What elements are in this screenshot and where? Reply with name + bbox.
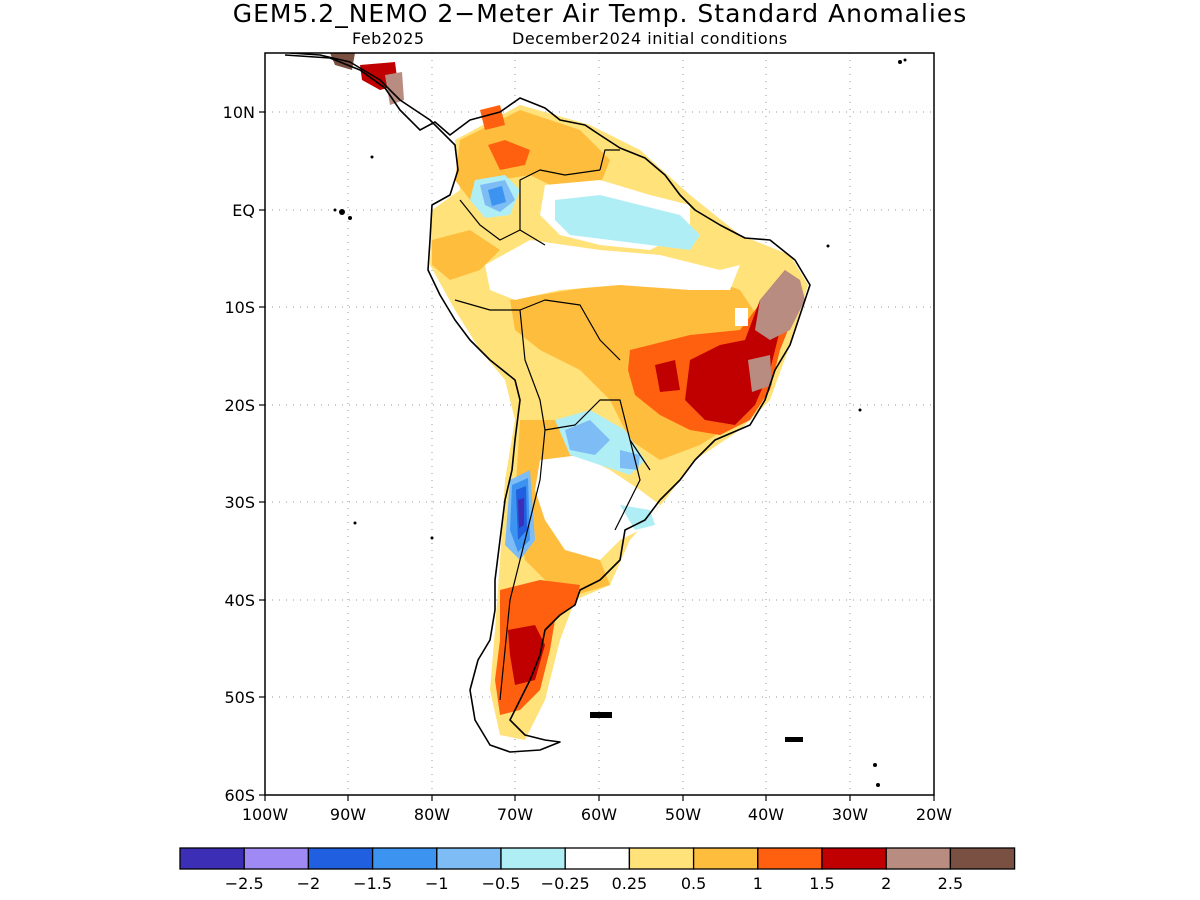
- colorbar-label: −2.5: [225, 874, 264, 893]
- colorbar-swatch: [628, 847, 695, 870]
- lat-tick-label: 50S: [224, 688, 255, 707]
- anomaly-region-neutral: [735, 308, 748, 326]
- anomaly-region-1.5: [480, 105, 505, 130]
- anomaly-shading: [330, 53, 808, 740]
- colorbar-swatch: [885, 847, 952, 870]
- anomaly-region-2: [655, 360, 680, 392]
- lat-tick-label: 60S: [224, 786, 255, 805]
- anomaly-region-neutral: [485, 240, 740, 300]
- anomaly-region-2.5: [755, 270, 805, 340]
- colorbar-swatch: [371, 847, 438, 870]
- anomaly-region-neg1: [488, 186, 506, 206]
- colorbar-swatch: [436, 847, 502, 870]
- colorbar-swatch: [179, 847, 245, 870]
- anomaly-region-neg0.5: [620, 450, 640, 470]
- map-title: GEM5.2_NEMO 2−Meter Air Temp. Standard A…: [232, 0, 968, 28]
- colorbar-swatch: [692, 847, 759, 870]
- colorbar-swatch: [500, 847, 566, 870]
- lon-tick-label: 30W: [832, 805, 868, 824]
- anomaly-region-1: [432, 230, 500, 280]
- lon-tick-label: 90W: [330, 805, 366, 824]
- anomaly-region-2.5: [748, 355, 772, 392]
- lon-tick-label: 100W: [242, 805, 289, 824]
- anomaly-region-neg2.5: [518, 498, 524, 528]
- forecast-month: Feb2025: [352, 29, 425, 48]
- colorbar-label: −1: [425, 874, 449, 893]
- lat-tick-label: EQ: [232, 201, 255, 220]
- latitude-axis: 10N EQ 10S 20S 30S 40S 50S 60S: [223, 103, 265, 805]
- lon-tick-label: 70W: [497, 805, 533, 824]
- initial-conditions: December2024 initial conditions: [512, 29, 788, 48]
- colorbar-label: 2: [881, 874, 891, 893]
- lat-tick-label: 10S: [224, 298, 255, 317]
- colorbar-label: 1.5: [809, 874, 834, 893]
- colorbar-label: 2.5: [938, 874, 963, 893]
- lon-tick-label: 80W: [414, 805, 450, 824]
- lat-tick-label: 10N: [223, 103, 255, 122]
- lat-tick-label: 30S: [224, 493, 255, 512]
- lon-tick-label: 40W: [748, 805, 784, 824]
- anomaly-region-2.5: [385, 72, 404, 105]
- lon-tick-label: 60W: [581, 805, 617, 824]
- lon-tick-label: 50W: [665, 805, 701, 824]
- colorbar-label: −0.5: [482, 874, 521, 893]
- islands: [333, 58, 907, 787]
- anomaly-region-1.5: [488, 140, 530, 170]
- colorbar-label: 0.5: [681, 874, 706, 893]
- anomaly-region-neg0.25: [620, 505, 655, 530]
- lon-tick-label: 20W: [916, 805, 952, 824]
- colorbar-swatch: [564, 847, 631, 870]
- lat-tick-label: 40S: [224, 591, 255, 610]
- colorbar-label: 0.25: [612, 874, 648, 893]
- anomaly-region-neutral: [535, 455, 660, 560]
- anomaly-region-neg0.5: [565, 420, 610, 455]
- colorbar: −2.5 −2 −1.5 −1 −0.5 −0.25 0.25 0.5 1 1.5 2 2.5: [179, 847, 1016, 893]
- colorbar-swatch: [757, 847, 823, 870]
- colorbar-swatch: [821, 847, 887, 870]
- colorbar-label: −2: [297, 874, 321, 893]
- colorbar-swatch: [243, 847, 310, 870]
- anomaly-region-neg0.25: [555, 195, 700, 250]
- colorbar-label: −0.25: [541, 874, 590, 893]
- longitude-axis: 100W 90W 80W 70W 60W 50W 40W 30W 20W: [242, 795, 952, 824]
- colorbar-swatch: [307, 847, 374, 870]
- colorbar-label: 1: [753, 874, 763, 893]
- colorbar-label: −1.5: [353, 874, 392, 893]
- colorbar-swatch: [949, 847, 1016, 870]
- lat-tick-label: 20S: [224, 396, 255, 415]
- coastline: [284, 53, 811, 753]
- anomaly-region-2: [508, 625, 545, 685]
